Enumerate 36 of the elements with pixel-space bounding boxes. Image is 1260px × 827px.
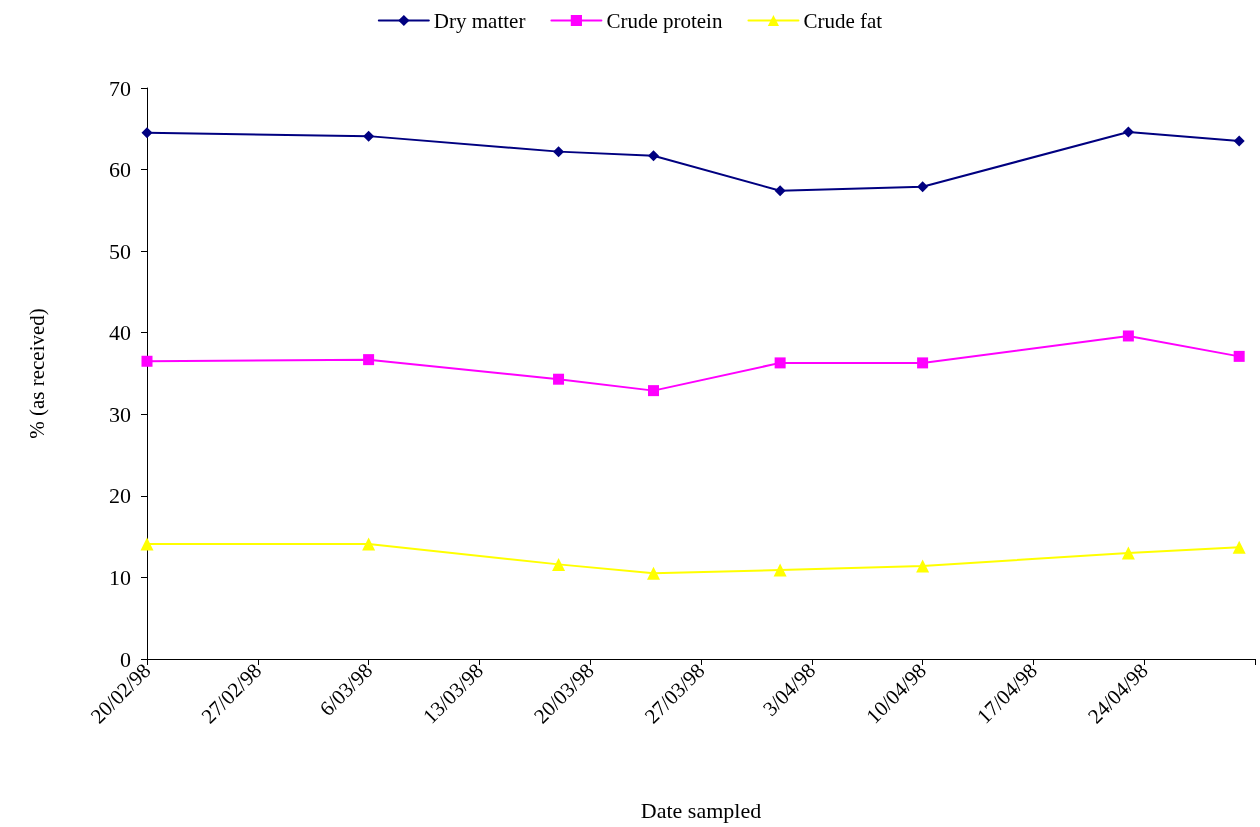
legend-label: Dry matter <box>433 8 526 33</box>
y-tick-label: 60 <box>109 157 131 183</box>
legend-label: Crude protein <box>606 8 723 33</box>
point <box>1232 540 1246 554</box>
legend-label: Crude fat <box>803 8 883 33</box>
y-tick-label: 40 <box>109 320 131 346</box>
point <box>552 557 566 571</box>
point <box>1122 330 1134 342</box>
point <box>362 537 376 551</box>
point <box>363 130 375 142</box>
point <box>1233 135 1245 147</box>
x-axis-title: Date sampled <box>640 797 762 823</box>
point <box>141 355 153 367</box>
point <box>363 354 375 366</box>
point <box>141 127 153 139</box>
y-tick-label: 10 <box>109 564 131 590</box>
y-tick-label: 50 <box>109 238 131 264</box>
point <box>774 185 786 197</box>
point <box>140 537 154 551</box>
point <box>773 563 787 577</box>
point <box>648 385 660 397</box>
y-tick-label: 30 <box>109 401 131 427</box>
point <box>1121 546 1135 560</box>
point <box>553 373 565 385</box>
point <box>774 357 786 369</box>
point <box>1122 126 1134 138</box>
y-axis-title: % (as received) <box>24 308 49 439</box>
y-tick-label: 20 <box>109 483 131 509</box>
point <box>553 146 565 158</box>
y-tick-label: 70 <box>109 75 131 101</box>
point <box>917 357 929 369</box>
point <box>1233 350 1245 362</box>
point <box>916 559 930 573</box>
point <box>648 150 660 162</box>
point <box>917 181 929 193</box>
point <box>647 566 661 580</box>
